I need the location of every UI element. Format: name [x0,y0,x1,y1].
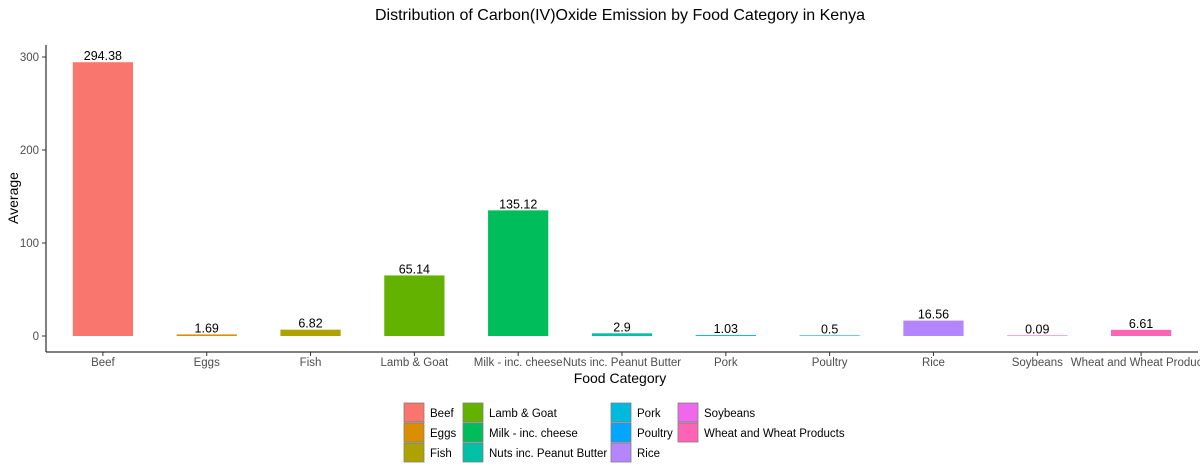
legend-label: Nuts inc. Peanut Butter [489,448,607,460]
data-label: 6.82 [298,317,322,331]
data-label: 135.12 [499,197,537,211]
legend-label: Soybeans [704,408,755,420]
chart-title: Distribution of Carbon(IV)Oxide Emission… [375,7,865,24]
y-tick-label: 300 [20,52,39,64]
data-label: 294.38 [84,49,122,63]
data-label: 16.56 [918,308,949,322]
x-tick-label: Fish [300,357,322,369]
x-tick-label: Eggs [194,357,220,369]
bar [280,329,341,336]
legend-label: Eggs [430,428,456,440]
legend-swatch [462,402,484,423]
legend-label: Milk - inc. cheese [489,428,578,440]
legend-swatch [462,442,484,463]
x-tick-label: Poultry [812,357,848,369]
legend-swatch [610,402,632,423]
plot-area: 0 100 200 300 294.38 Beef 1.69 Eggs 6.82 Fish 65.1… [20,49,1200,369]
data-label: 2.9 [613,320,630,334]
bar [176,334,237,336]
x-tick-label: Milk - inc. cheese [474,357,563,369]
legend-label: Fish [430,448,452,460]
bar [591,333,653,336]
bar [72,62,134,337]
bar [1007,335,1068,336]
bar [488,210,549,336]
data-label: 1.69 [195,321,219,335]
legend-swatch [403,422,425,443]
data-label: 1.03 [714,322,738,336]
bar [1110,329,1172,336]
legend: Beef Eggs Fish Lamb & Goat Milk - inc. chees… [403,402,845,463]
legend-label: Pork [637,408,661,420]
y-tick-label: 200 [20,145,39,157]
legend-label: Rice [637,448,660,460]
legend-label: Wheat and Wheat Products [704,428,845,440]
x-tick-label: Beef [91,357,115,369]
x-tick-label: Lamb & Goat [380,357,449,369]
data-label: 6.61 [1129,317,1153,331]
legend-swatch [610,422,632,443]
legend-label: Poultry [637,428,673,440]
legend-swatch [403,402,425,423]
x-tick-label: Nuts inc. Peanut Butter [563,357,681,369]
x-tick-label: Wheat and Wheat Products [1071,357,1200,369]
legend-swatch [610,442,632,463]
legend-label: Beef [430,408,454,420]
data-label: 0.09 [1025,322,1049,336]
bar [695,335,756,336]
y-axis-title: Average [5,172,21,224]
x-tick-label: Pork [714,357,738,369]
bar [799,335,860,336]
x-tick-label: Soybeans [1012,357,1063,369]
bar [384,275,445,336]
legend-swatch [677,422,699,443]
y-tick-label: 100 [20,238,39,250]
legend-swatch [677,402,699,423]
legend-swatch [462,422,484,443]
bar [903,320,964,336]
data-label: 0.5 [821,322,838,336]
legend-swatch [403,442,425,463]
legend-label: Lamb & Goat [489,408,558,420]
x-tick-label: Rice [922,357,945,369]
y-tick-label: 0 [33,331,39,343]
x-axis-title: Food Category [574,370,667,386]
data-label: 65.14 [399,262,430,276]
